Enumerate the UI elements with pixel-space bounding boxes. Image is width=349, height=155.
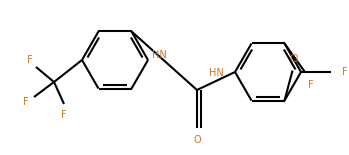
Text: F: F	[308, 80, 313, 90]
Text: F: F	[342, 67, 348, 77]
Text: Cl: Cl	[290, 54, 299, 64]
Text: HN: HN	[209, 68, 223, 78]
Text: F: F	[27, 55, 33, 65]
Text: O: O	[193, 135, 201, 145]
Text: HN: HN	[152, 50, 166, 60]
Text: F: F	[61, 110, 67, 120]
Text: F: F	[23, 97, 29, 107]
